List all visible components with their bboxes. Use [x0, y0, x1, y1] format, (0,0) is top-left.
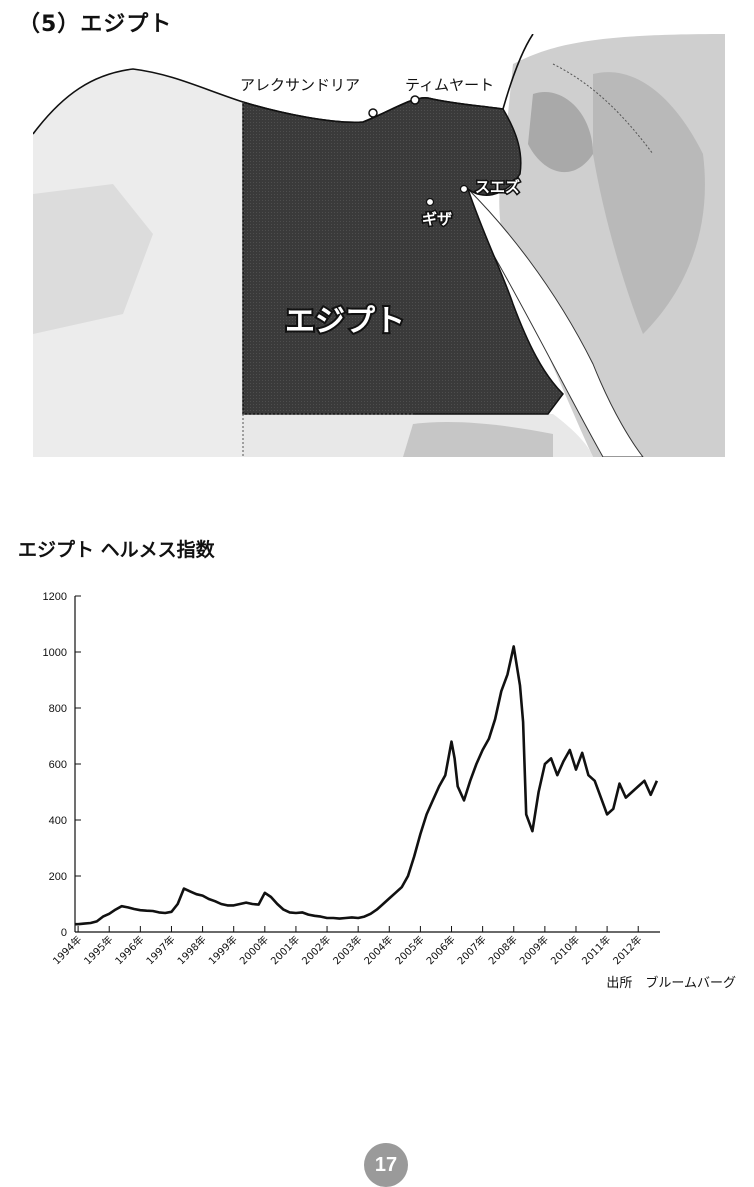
y-tick-label: 200 — [49, 871, 67, 883]
x-tick-label: 1996年 — [112, 933, 146, 967]
x-tick-label: 2000年 — [237, 933, 271, 967]
sudan-relief — [403, 422, 553, 457]
page-number: 17 — [364, 1143, 408, 1187]
y-tick-label: 600 — [49, 759, 67, 771]
y-tick-label: 400 — [49, 815, 67, 827]
x-tick-label: 2007年 — [454, 933, 488, 967]
city-label-suez: スエズ — [475, 178, 520, 196]
x-tick-label: 1994年 — [50, 933, 84, 967]
sinai-relief-2 — [528, 92, 593, 173]
coastline — [33, 34, 534, 135]
series-line — [75, 645, 659, 926]
city-dot-timyart — [410, 95, 420, 105]
chart-title: エジプト ヘルメス指数 — [18, 539, 215, 561]
x-tick-label: 2005年 — [392, 933, 426, 967]
y-tick-label: 0 — [61, 927, 67, 939]
sinai-relief — [593, 72, 705, 335]
x-tick-label: 2003年 — [330, 933, 364, 967]
egypt-map: アレクサンドリア ティムヤート スエズ ギザ エジプト — [33, 34, 725, 457]
x-tick-label: 1997年 — [143, 933, 177, 967]
hermes-index-chart: 0 200 400 600 800 1000 1200 1994年 1995年 1996年 1997… — [0, 580, 754, 1000]
libya-relief — [33, 184, 153, 334]
map-svg: アレクサンドリア ティムヤート スエズ ギザ エジプト — [33, 34, 725, 457]
y-tick-label: 800 — [49, 703, 67, 715]
city-dot-alexandria — [368, 108, 378, 118]
x-tick-label: 2008年 — [486, 933, 520, 967]
x-tick-label: 2009年 — [517, 933, 551, 967]
chart-svg: 0 200 400 600 800 1000 1200 1994年1995年1996年1997… — [43, 591, 660, 967]
x-tick-label: 2002年 — [299, 933, 333, 967]
city-label-timyart: ティムヤート — [405, 76, 494, 94]
x-tick-label: 2010年 — [548, 933, 582, 967]
x-tick-label: 2006年 — [423, 933, 457, 967]
y-tick-label: 1200 — [43, 591, 67, 603]
x-tick-label: 2004年 — [361, 933, 395, 967]
east-border — [552, 63, 654, 155]
source-note: 出所 ブルームバーグ — [606, 976, 736, 991]
y-tick-label: 1000 — [43, 647, 67, 659]
city-label-alexandria: アレクサンドリア — [240, 76, 360, 94]
x-tick-label: 1999年 — [206, 933, 240, 967]
city-label-giza: ギザ — [422, 210, 452, 228]
x-tick-label: 1995年 — [81, 933, 115, 967]
city-dot-suez — [459, 184, 469, 194]
x-tick-label: 2011年 — [579, 933, 613, 967]
city-dot-giza — [425, 197, 435, 207]
section-title: （5）エジプト — [18, 12, 173, 37]
x-tick-label: 1998年 — [174, 933, 208, 967]
x-tick-label: 2001年 — [268, 933, 302, 967]
country-label-egypt: エジプト — [285, 304, 405, 339]
x-tick-label: 2012年 — [610, 933, 644, 967]
